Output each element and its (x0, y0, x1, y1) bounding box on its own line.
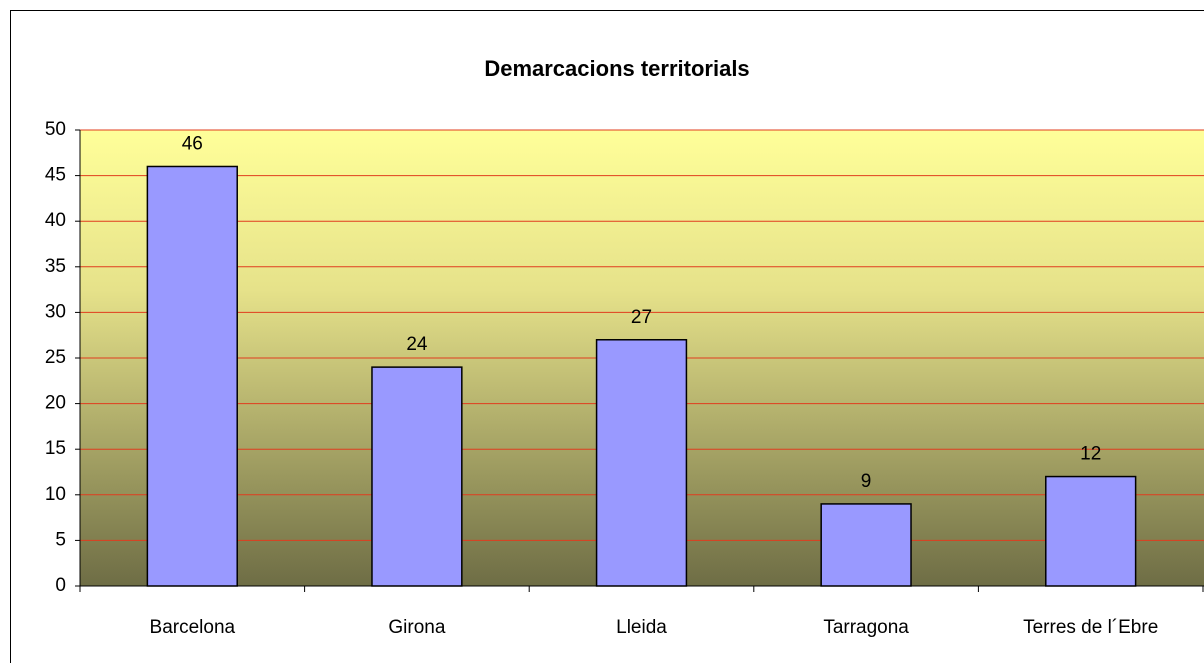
value-label: 9 (861, 471, 872, 492)
y-tick-label: 5 (55, 529, 66, 550)
y-tick-label: 45 (45, 165, 66, 186)
y-tick-label: 35 (45, 256, 66, 277)
y-tick-label: 40 (45, 210, 66, 231)
y-tick-label: 50 (45, 119, 66, 140)
y-tick-label: 10 (45, 484, 66, 505)
value-label: 27 (631, 307, 652, 328)
x-tick-label: Barcelona (150, 617, 236, 638)
bar (371, 366, 463, 587)
y-tick-label: 20 (45, 393, 66, 414)
y-tick-label: 25 (45, 347, 66, 368)
bar (1045, 475, 1137, 587)
bar (595, 339, 688, 587)
bar (820, 503, 912, 587)
bar (146, 165, 238, 587)
x-tick-label: Girona (388, 617, 445, 638)
value-label: 24 (406, 334, 428, 355)
chart-title: Demarcacions territorials (484, 56, 749, 81)
value-label: 12 (1080, 444, 1101, 465)
y-tick-label: 15 (45, 438, 66, 459)
x-tick-label: Lleida (616, 617, 667, 638)
y-tick-label: 0 (55, 575, 66, 596)
x-tick-label: Terres de l´Ebre (1023, 617, 1158, 638)
x-tick-label: Tarragona (823, 617, 909, 638)
value-label: 46 (182, 133, 203, 154)
y-tick-label: 30 (45, 301, 66, 322)
